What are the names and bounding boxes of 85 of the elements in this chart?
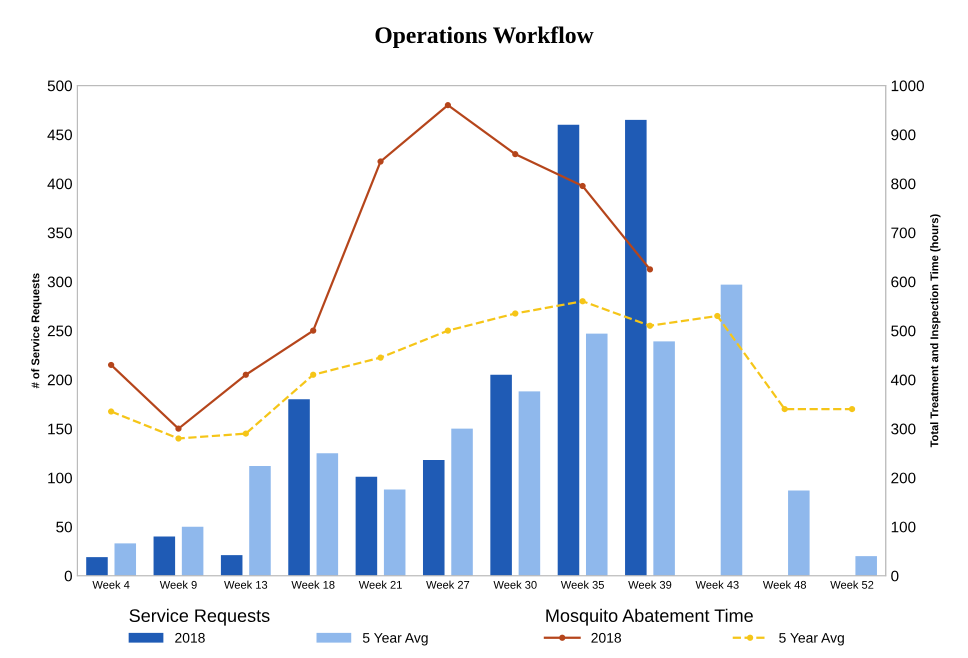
bar bbox=[490, 374, 512, 576]
y-tick-label: 150 bbox=[48, 424, 72, 434]
point bbox=[444, 102, 452, 108]
bar bbox=[154, 536, 176, 576]
x-tick-label: Week 13 bbox=[224, 580, 268, 589]
point bbox=[782, 406, 788, 412]
legend-label: 2018 bbox=[591, 632, 622, 643]
bar bbox=[182, 526, 204, 576]
y-tick-label: 400 bbox=[47, 178, 72, 190]
y-tick-label: 200 bbox=[48, 374, 72, 386]
point bbox=[310, 328, 316, 334]
bar bbox=[625, 120, 647, 576]
text: Mosquito Abatement Time bbox=[546, 608, 753, 626]
y-tick-label: 300 bbox=[48, 276, 72, 288]
point bbox=[175, 435, 182, 442]
x-tick-label: Week 39 bbox=[628, 580, 672, 589]
bar bbox=[855, 556, 877, 576]
point bbox=[377, 158, 384, 165]
y-tick-label: 50 bbox=[56, 522, 72, 532]
point bbox=[512, 310, 518, 317]
bar bbox=[586, 334, 608, 576]
bar bbox=[220, 555, 242, 576]
y2-tick-label: 100 bbox=[892, 522, 916, 532]
y-tick-label: 0 bbox=[64, 570, 72, 582]
x-tick-label: Week 9 bbox=[160, 580, 197, 589]
point bbox=[108, 408, 114, 415]
point bbox=[512, 151, 518, 158]
point bbox=[579, 182, 586, 190]
y2-tick-label: 700 bbox=[891, 227, 916, 238]
chart-title: Operations Workflow bbox=[376, 26, 594, 48]
x-tick-label: Week 35 bbox=[560, 580, 604, 589]
point bbox=[848, 406, 856, 412]
y-tick-label: 500 bbox=[48, 80, 72, 92]
y-axis-title: # of Service Requests bbox=[31, 273, 42, 388]
bar bbox=[316, 453, 338, 576]
bar bbox=[558, 124, 580, 576]
x-tick-label: Week 52 bbox=[830, 580, 874, 589]
point bbox=[444, 328, 452, 334]
y-tick-label: 450 bbox=[47, 129, 72, 140]
point bbox=[242, 430, 249, 437]
bar bbox=[288, 399, 310, 576]
point bbox=[646, 266, 654, 272]
bar bbox=[249, 466, 271, 576]
bar bbox=[114, 543, 136, 576]
y2-tick-label: 200 bbox=[891, 472, 916, 484]
y-tick-label: 350 bbox=[48, 227, 72, 238]
x-tick-label: Week 43 bbox=[696, 580, 739, 589]
legend-label: 2018 bbox=[175, 632, 205, 643]
point bbox=[646, 322, 654, 329]
y2-tick-label: 0 bbox=[891, 570, 898, 582]
bar bbox=[86, 557, 108, 576]
y2-tick-label: 1000 bbox=[892, 80, 924, 92]
y-tick-label: 250 bbox=[48, 326, 72, 336]
y2-tick-label: 500 bbox=[891, 326, 916, 336]
point bbox=[310, 372, 316, 378]
x-tick-label: Week 27 bbox=[426, 580, 470, 589]
x-tick-label: Week 21 bbox=[358, 580, 402, 589]
y2-tick-label: 400 bbox=[890, 374, 916, 386]
y2-tick-label: 600 bbox=[891, 276, 916, 288]
x-tick-label: Week 48 bbox=[762, 580, 806, 589]
bar bbox=[384, 489, 406, 576]
text: Service Requests bbox=[129, 608, 270, 626]
x-tick-label: Week 30 bbox=[493, 580, 537, 589]
bar bbox=[518, 391, 540, 576]
legend-label: 5 Year Avg bbox=[779, 633, 844, 646]
point bbox=[242, 372, 249, 378]
bar bbox=[422, 460, 445, 576]
point bbox=[377, 354, 384, 361]
y2-tick-label: 800 bbox=[891, 178, 916, 190]
bar bbox=[653, 341, 675, 576]
y2-axis-title: Total Treatment and Inspection Time (hours) bbox=[930, 214, 940, 448]
y2-tick-label: 300 bbox=[891, 424, 916, 434]
y-tick-label: 100 bbox=[48, 472, 72, 484]
x-tick-label: Week 4 bbox=[92, 580, 130, 589]
x-tick-label: Week 18 bbox=[291, 580, 335, 589]
bar bbox=[356, 476, 378, 576]
point bbox=[579, 298, 586, 304]
legend-label: 5 Year Avg bbox=[362, 633, 428, 646]
bar bbox=[788, 490, 810, 576]
point bbox=[714, 312, 720, 320]
bar bbox=[720, 284, 742, 576]
bar bbox=[451, 428, 473, 576]
point bbox=[175, 426, 182, 432]
point bbox=[108, 362, 114, 368]
y2-tick-label: 900 bbox=[891, 129, 916, 140]
